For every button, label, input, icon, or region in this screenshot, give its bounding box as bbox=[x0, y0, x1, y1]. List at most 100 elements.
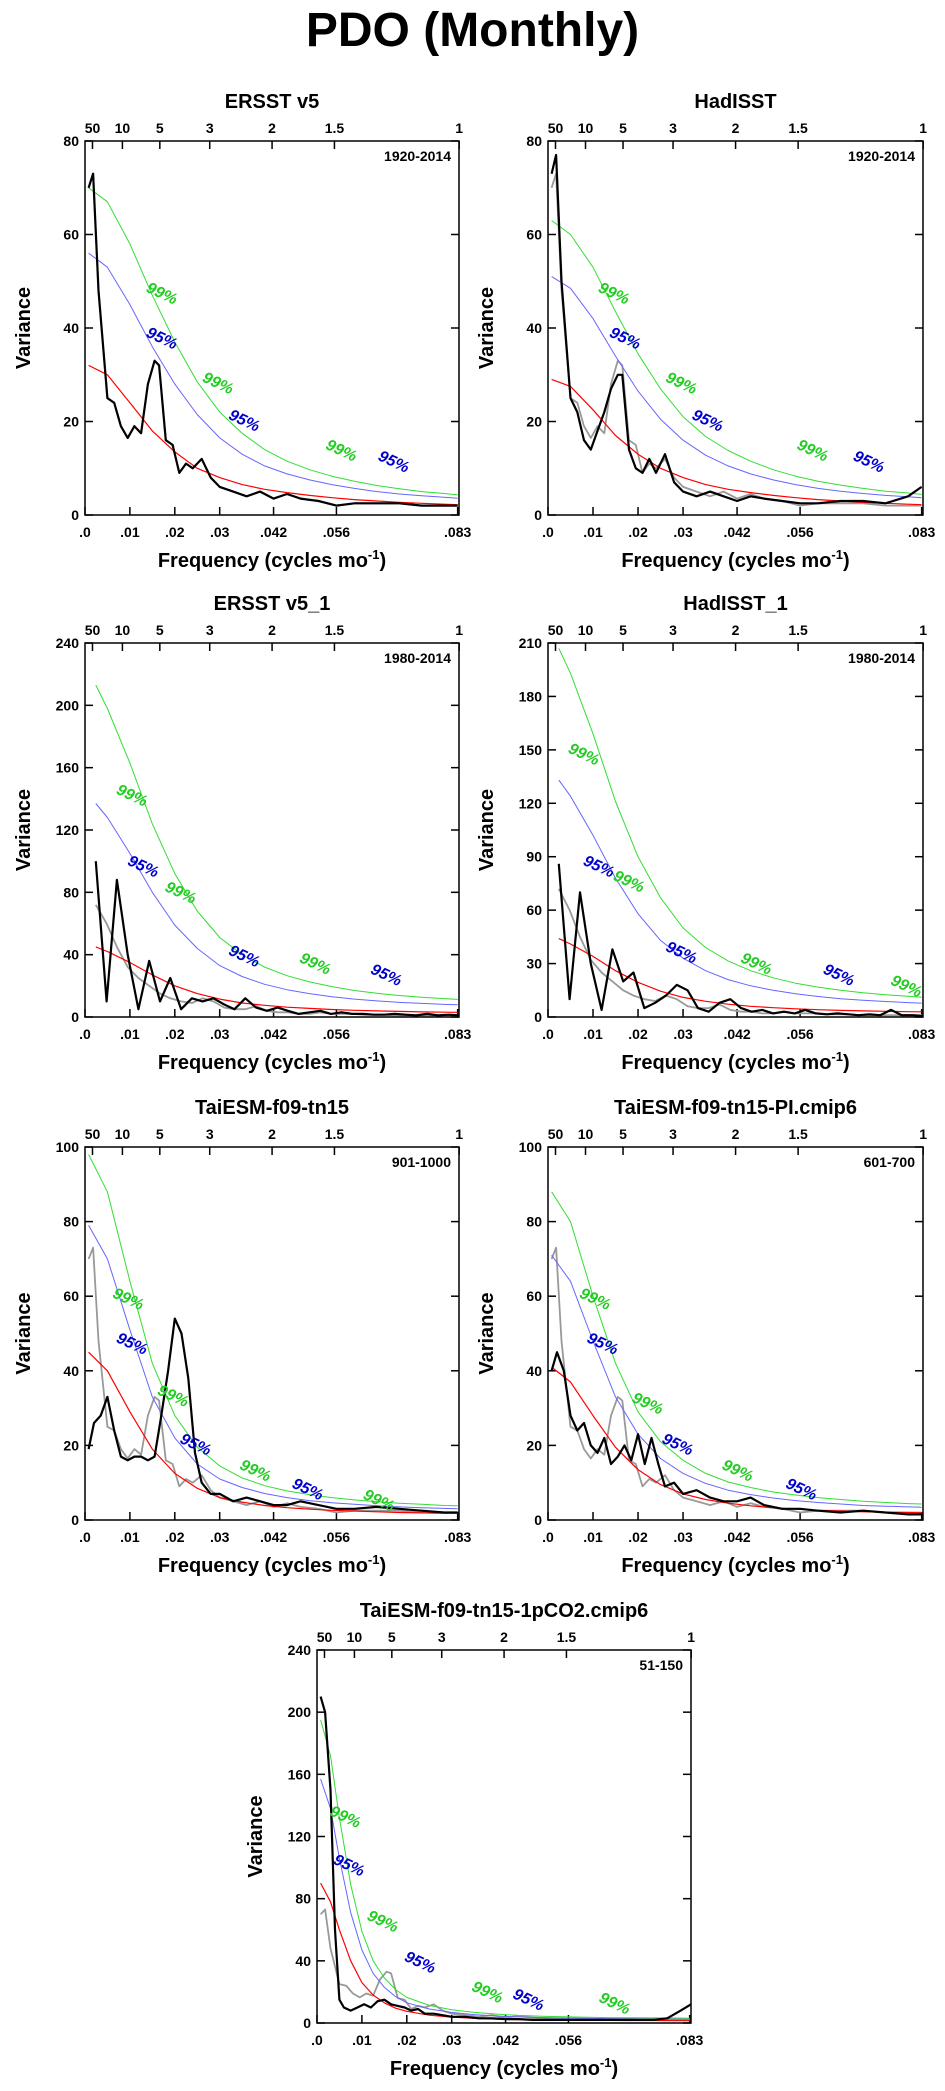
x-tick-label: .042 bbox=[492, 2032, 519, 2048]
spectrum-panel-1: ERSST v5 1920-2014 .0 .01 .02 .03 .042 .056 .083… bbox=[13, 91, 471, 572]
y-axis-label: Variance bbox=[13, 789, 35, 871]
period-tick-label: 3 bbox=[206, 120, 214, 136]
y-tick-label: 20 bbox=[526, 414, 542, 430]
x-tick-label: .083 bbox=[908, 1529, 935, 1545]
x-tick-label: .03 bbox=[210, 1026, 230, 1042]
confidence-label: 95% bbox=[689, 407, 725, 436]
series-line-observed bbox=[550, 153, 923, 505]
y-tick-label: 200 bbox=[56, 697, 80, 713]
spectrum-panel-7: TaiESM-f09-tn15-1pCO2.cmip6 51-150 .0 .01 .0… bbox=[245, 1600, 703, 2080]
x-tick-label: .03 bbox=[673, 524, 693, 540]
period-tick-label: 10 bbox=[578, 1126, 594, 1142]
plot-frame bbox=[547, 140, 924, 516]
y-axis-label: Variance bbox=[13, 287, 35, 369]
confidence-label: 95% bbox=[851, 448, 887, 477]
period-tick-label: 10 bbox=[578, 120, 594, 136]
y-axis-label: Variance bbox=[476, 1292, 498, 1374]
period-tick-label: 2 bbox=[268, 622, 276, 638]
period-tick-label: 1.5 bbox=[325, 1126, 345, 1142]
confidence-label: 95% bbox=[144, 324, 180, 353]
period-tick-label: 50 bbox=[548, 1126, 564, 1142]
x-tick-label: .01 bbox=[120, 1529, 140, 1545]
period-tick-label: 5 bbox=[156, 120, 164, 136]
series-line-ci99 bbox=[558, 648, 922, 998]
y-tick-label: 0 bbox=[71, 507, 79, 523]
series-line-red-noise bbox=[88, 1351, 458, 1514]
y-tick-label: 100 bbox=[519, 1139, 543, 1155]
y-tick-label: 100 bbox=[56, 1139, 80, 1155]
period-tick-label: 50 bbox=[548, 622, 564, 638]
series-line-ci99 bbox=[88, 1154, 458, 1507]
x-tick-label: .083 bbox=[444, 1026, 471, 1042]
y-tick-label: 60 bbox=[526, 902, 542, 918]
x-tick-label: .0 bbox=[542, 1529, 554, 1545]
confidence-label: 95% bbox=[607, 324, 643, 353]
y-tick-label: 180 bbox=[519, 688, 543, 704]
series-line-ci99 bbox=[551, 1191, 922, 1505]
y-tick-label: 60 bbox=[63, 1288, 79, 1304]
x-tick-label: .0 bbox=[542, 1026, 554, 1042]
x-tick-label: .042 bbox=[260, 1026, 287, 1042]
x-axis-label: Frequency (cycles mo-1) bbox=[158, 1552, 386, 1577]
series-line-ci95 bbox=[88, 1225, 458, 1510]
x-tick-label: .02 bbox=[628, 1026, 648, 1042]
period-label: 601-700 bbox=[864, 1154, 916, 1170]
y-tick-label: 60 bbox=[526, 227, 542, 243]
period-tick-label: 5 bbox=[156, 1126, 164, 1142]
x-tick-label: .083 bbox=[676, 2032, 703, 2048]
x-tick-label: .056 bbox=[786, 1529, 813, 1545]
panel-title: TaiESM-f09-tn15 bbox=[195, 1097, 349, 1119]
page-title: PDO (Monthly) bbox=[305, 4, 640, 57]
period-tick-label: 1.5 bbox=[557, 1629, 577, 1645]
x-axis-label: Frequency (cycles mo-1) bbox=[390, 2055, 618, 2080]
y-tick-label: 40 bbox=[63, 1363, 79, 1379]
period-tick-label: 3 bbox=[206, 1126, 214, 1142]
series-line-reference bbox=[95, 904, 459, 1017]
series-line-ci95 bbox=[88, 252, 458, 499]
x-tick-label: .056 bbox=[786, 524, 813, 540]
y-axis-label: Variance bbox=[13, 1292, 35, 1374]
x-axis-label: Frequency (cycles mo-1) bbox=[621, 547, 849, 572]
period-tick-label: 5 bbox=[619, 120, 627, 136]
period-tick-label: 10 bbox=[115, 622, 131, 638]
y-tick-label: 40 bbox=[63, 320, 79, 336]
y-tick-label: 210 bbox=[519, 635, 543, 651]
series-line-ci99 bbox=[88, 187, 458, 496]
y-tick-label: 160 bbox=[56, 760, 80, 776]
period-tick-label: 5 bbox=[619, 622, 627, 638]
period-tick-label: 2 bbox=[268, 1126, 276, 1142]
x-tick-label: .01 bbox=[583, 524, 603, 540]
series-line-ci95 bbox=[551, 276, 922, 499]
y-tick-label: 120 bbox=[519, 795, 543, 811]
plot-frame bbox=[547, 1146, 924, 1521]
y-tick-label: 30 bbox=[526, 956, 542, 972]
y-tick-label: 80 bbox=[295, 1891, 311, 1907]
confidence-label: 99% bbox=[611, 868, 647, 897]
y-tick-label: 80 bbox=[63, 133, 79, 149]
x-axis-label: Frequency (cycles mo-1) bbox=[621, 1552, 849, 1577]
period-tick-label: 10 bbox=[115, 120, 131, 136]
x-tick-label: .03 bbox=[673, 1529, 693, 1545]
y-tick-label: 0 bbox=[303, 2015, 311, 2031]
confidence-label: 99% bbox=[469, 1978, 505, 2007]
x-tick-label: .056 bbox=[323, 1026, 350, 1042]
series-line-observed bbox=[87, 1317, 458, 1514]
period-tick-label: 1.5 bbox=[788, 1126, 808, 1142]
x-tick-label: .042 bbox=[260, 524, 287, 540]
series-line-ci95 bbox=[95, 803, 458, 1006]
y-tick-label: 90 bbox=[526, 849, 542, 865]
period-tick-label: 5 bbox=[619, 1126, 627, 1142]
x-tick-label: .083 bbox=[908, 1026, 935, 1042]
series-line-observed bbox=[87, 172, 458, 507]
period-tick-label: 2 bbox=[732, 120, 740, 136]
period-tick-label: 2 bbox=[500, 1629, 508, 1645]
period-tick-label: 2 bbox=[732, 1126, 740, 1142]
series-line-ci99 bbox=[551, 220, 922, 495]
period-label: 1980-2014 bbox=[384, 650, 451, 666]
period-tick-label: 10 bbox=[578, 622, 594, 638]
series-line-reference bbox=[550, 1246, 922, 1514]
plot-frame bbox=[84, 140, 460, 516]
confidence-label: 95% bbox=[125, 853, 161, 882]
series-line-red-noise bbox=[551, 378, 922, 506]
